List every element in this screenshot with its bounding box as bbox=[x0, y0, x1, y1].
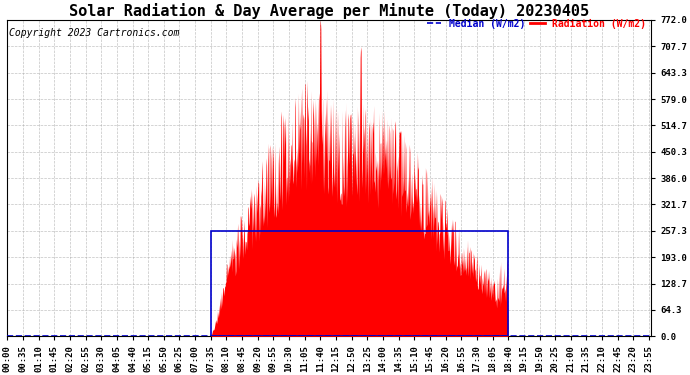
Legend: Median (W/m2), Radiation (W/m2): Median (W/m2), Radiation (W/m2) bbox=[422, 15, 651, 32]
Bar bbox=[210, 231, 509, 336]
Title: Solar Radiation & Day Average per Minute (Today) 20230405: Solar Radiation & Day Average per Minute… bbox=[69, 3, 589, 19]
Text: Copyright 2023 Cartronics.com: Copyright 2023 Cartronics.com bbox=[8, 28, 179, 38]
